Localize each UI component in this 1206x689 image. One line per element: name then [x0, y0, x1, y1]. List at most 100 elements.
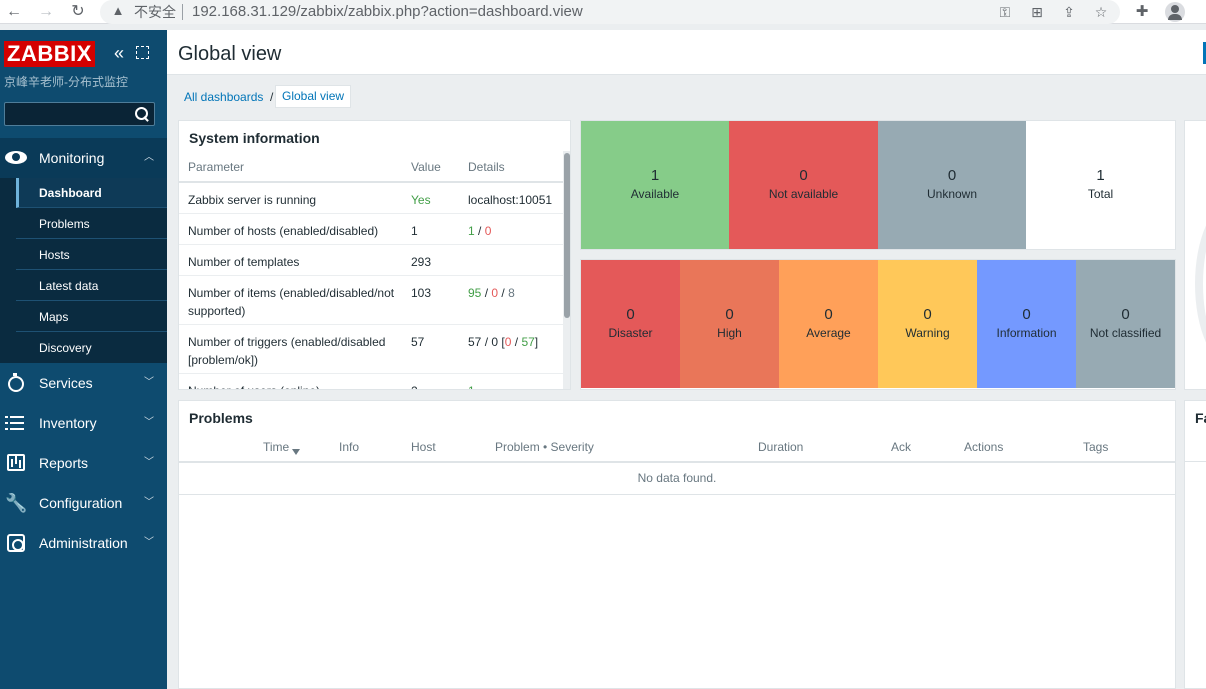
server-subtitle: 京峰辛老师-分布式监控 — [4, 75, 128, 89]
param-cell: Number of items (enabled/disabled/not su… — [188, 286, 395, 318]
divider — [1185, 461, 1206, 462]
browser-toolbar: ← → ↻ ▲ 不安全 192.168.31.129/zabbix/zabbix… — [0, 0, 1206, 24]
param-cell: Number of templates — [188, 255, 300, 269]
wrench-icon: 🔧 — [5, 493, 28, 513]
right-partial-widget-favorites: Fa — [1184, 400, 1206, 689]
problems-widget: Problems Time Info Host Problem • Severi… — [178, 400, 1176, 689]
host-status-unknown[interactable]: 0 Unknown — [878, 121, 1026, 249]
table-row: Number of templates 293 — [179, 245, 564, 276]
column-header: Problem • Severity — [495, 440, 594, 454]
severity-disaster[interactable]: 0 Disaster — [581, 260, 680, 388]
menu-label: Configuration — [39, 495, 123, 511]
kiosk-mode-icon[interactable] — [136, 46, 149, 59]
severity-count: 0 — [923, 306, 932, 323]
back-icon[interactable]: ← — [6, 3, 22, 20]
severity-not-classified[interactable]: 0 Not classified — [1076, 260, 1175, 388]
value-cell: Yes — [411, 193, 431, 207]
search-icon[interactable] — [134, 106, 150, 122]
submenu-discovery[interactable]: Discovery — [39, 341, 92, 355]
translate-icon[interactable]: ⊞ — [1031, 4, 1043, 20]
eye-icon — [5, 148, 27, 168]
table-row: Zabbix server is running Yes localhost:1… — [179, 183, 564, 214]
table-header: Parameter Value Details — [179, 151, 564, 183]
address-divider — [182, 4, 183, 20]
chevron-up-icon: ︿ — [144, 152, 154, 163]
search-input[interactable] — [4, 102, 155, 126]
submenu-hosts[interactable]: Hosts — [16, 240, 167, 270]
chevron-down-icon: ﹀ — [144, 457, 154, 468]
chevron-down-icon: ﹀ — [144, 497, 154, 508]
profile-avatar-icon[interactable] — [1165, 2, 1185, 22]
vertical-scrollbar[interactable] — [563, 151, 570, 389]
details-cell: 95 / 0 / 8 — [468, 286, 515, 300]
column-header: Info — [339, 440, 360, 454]
submenu-latest-data[interactable]: Latest data — [16, 271, 167, 301]
page-title: Global view — [178, 43, 282, 65]
menu-monitoring[interactable]: Monitoring ︿ — [0, 138, 167, 178]
host-status-available[interactable]: 1 Available — [581, 121, 729, 249]
column-header: Duration — [758, 440, 804, 454]
warning-icon: ▲ — [111, 3, 125, 18]
value-cell: 2 — [411, 382, 418, 389]
bookmark-star-icon[interactable]: ☆ — [1094, 4, 1108, 20]
param-cell: Zabbix server is running — [188, 193, 317, 207]
system-information-widget: System information Parameter Value Detai… — [178, 120, 571, 390]
column-header-time[interactable]: Time — [263, 440, 301, 455]
menu-label: Inventory — [39, 415, 97, 431]
key-icon[interactable]: ⚿ — [999, 4, 1011, 20]
host-status-total[interactable]: 1 Total — [1026, 121, 1175, 249]
right-partial-widget — [1184, 120, 1206, 390]
host-status-not-available[interactable]: 0 Not available — [729, 121, 878, 249]
severity-average[interactable]: 0 Average — [779, 260, 878, 388]
forward-icon[interactable]: → — [38, 3, 54, 20]
submenu-problems[interactable]: Problems — [16, 209, 167, 239]
edit-dashboard-button[interactable] — [1203, 42, 1206, 64]
param-cell: Number of users (online) — [188, 382, 403, 389]
sort-down-icon — [292, 449, 301, 455]
sidebar: ZABBIX « 京峰辛老师-分布式监控 Monitoring ︿ Dashbo… — [0, 30, 167, 689]
collapse-sidebar-icon[interactable]: « — [113, 43, 124, 63]
empty-state: No data found. — [179, 463, 1175, 495]
scrollbar-thumb[interactable] — [564, 153, 570, 318]
breadcrumb-all-dashboards[interactable]: All dashboards — [184, 90, 264, 104]
column-header: Ack — [891, 440, 912, 454]
menu-administration[interactable]: Administration ﹀ — [0, 523, 167, 563]
status-label: Not available — [768, 187, 839, 201]
status-label: Total — [1087, 187, 1114, 201]
page-header: Global view — [167, 30, 1206, 75]
chevron-down-icon: ﹀ — [144, 417, 154, 428]
status-count: 1 — [1096, 167, 1105, 184]
submenu-maps[interactable]: Maps — [16, 302, 167, 332]
details-cell: 1 / 0 — [468, 224, 492, 238]
share-icon[interactable]: ⇪ — [1063, 4, 1075, 20]
breadcrumb-current[interactable]: Global view — [275, 85, 352, 108]
table-header: Time Info Host Problem • Severity Durati… — [179, 431, 1175, 463]
security-warning: 不安全 — [134, 4, 176, 20]
status-label: Available — [630, 187, 680, 201]
menu-reports[interactable]: Reports ﹀ — [0, 443, 167, 483]
url-text[interactable]: 192.168.31.129/zabbix/zabbix.php?action=… — [192, 3, 583, 20]
status-label: Unknown — [926, 187, 978, 201]
severity-label: Not classified — [1089, 326, 1162, 340]
param-cell: Number of hosts (enabled/disabled) — [188, 224, 379, 238]
zabbix-logo[interactable]: ZABBIX — [4, 41, 95, 67]
menu-configuration[interactable]: 🔧 Configuration ﹀ — [0, 483, 167, 523]
chevron-down-icon: ﹀ — [144, 377, 154, 388]
menu-label: Monitoring — [39, 150, 105, 166]
severity-label: Average — [806, 326, 851, 340]
severity-warning[interactable]: 0 Warning — [878, 260, 977, 388]
severity-label: High — [717, 326, 742, 340]
table-row: Number of hosts (enabled/disabled) 1 1 /… — [179, 214, 564, 245]
value-cell: 103 — [411, 286, 432, 300]
menu-services[interactable]: Services ﹀ — [0, 363, 167, 403]
extensions-icon[interactable]: ✚ — [1135, 3, 1149, 20]
column-header: Actions — [964, 440, 1004, 454]
reload-icon[interactable]: ↻ — [71, 3, 85, 20]
menu-label: Services — [39, 375, 93, 391]
table-row: Number of users (online) 2 1 — [179, 374, 564, 389]
submenu-dashboard[interactable]: Dashboard — [16, 178, 167, 208]
address-bar[interactable]: ▲ 不安全 192.168.31.129/zabbix/zabbix.php?a… — [100, 0, 1120, 24]
menu-inventory[interactable]: Inventory ﹀ — [0, 403, 167, 443]
severity-information[interactable]: 0 Information — [977, 260, 1076, 388]
severity-high[interactable]: 0 High — [680, 260, 779, 388]
